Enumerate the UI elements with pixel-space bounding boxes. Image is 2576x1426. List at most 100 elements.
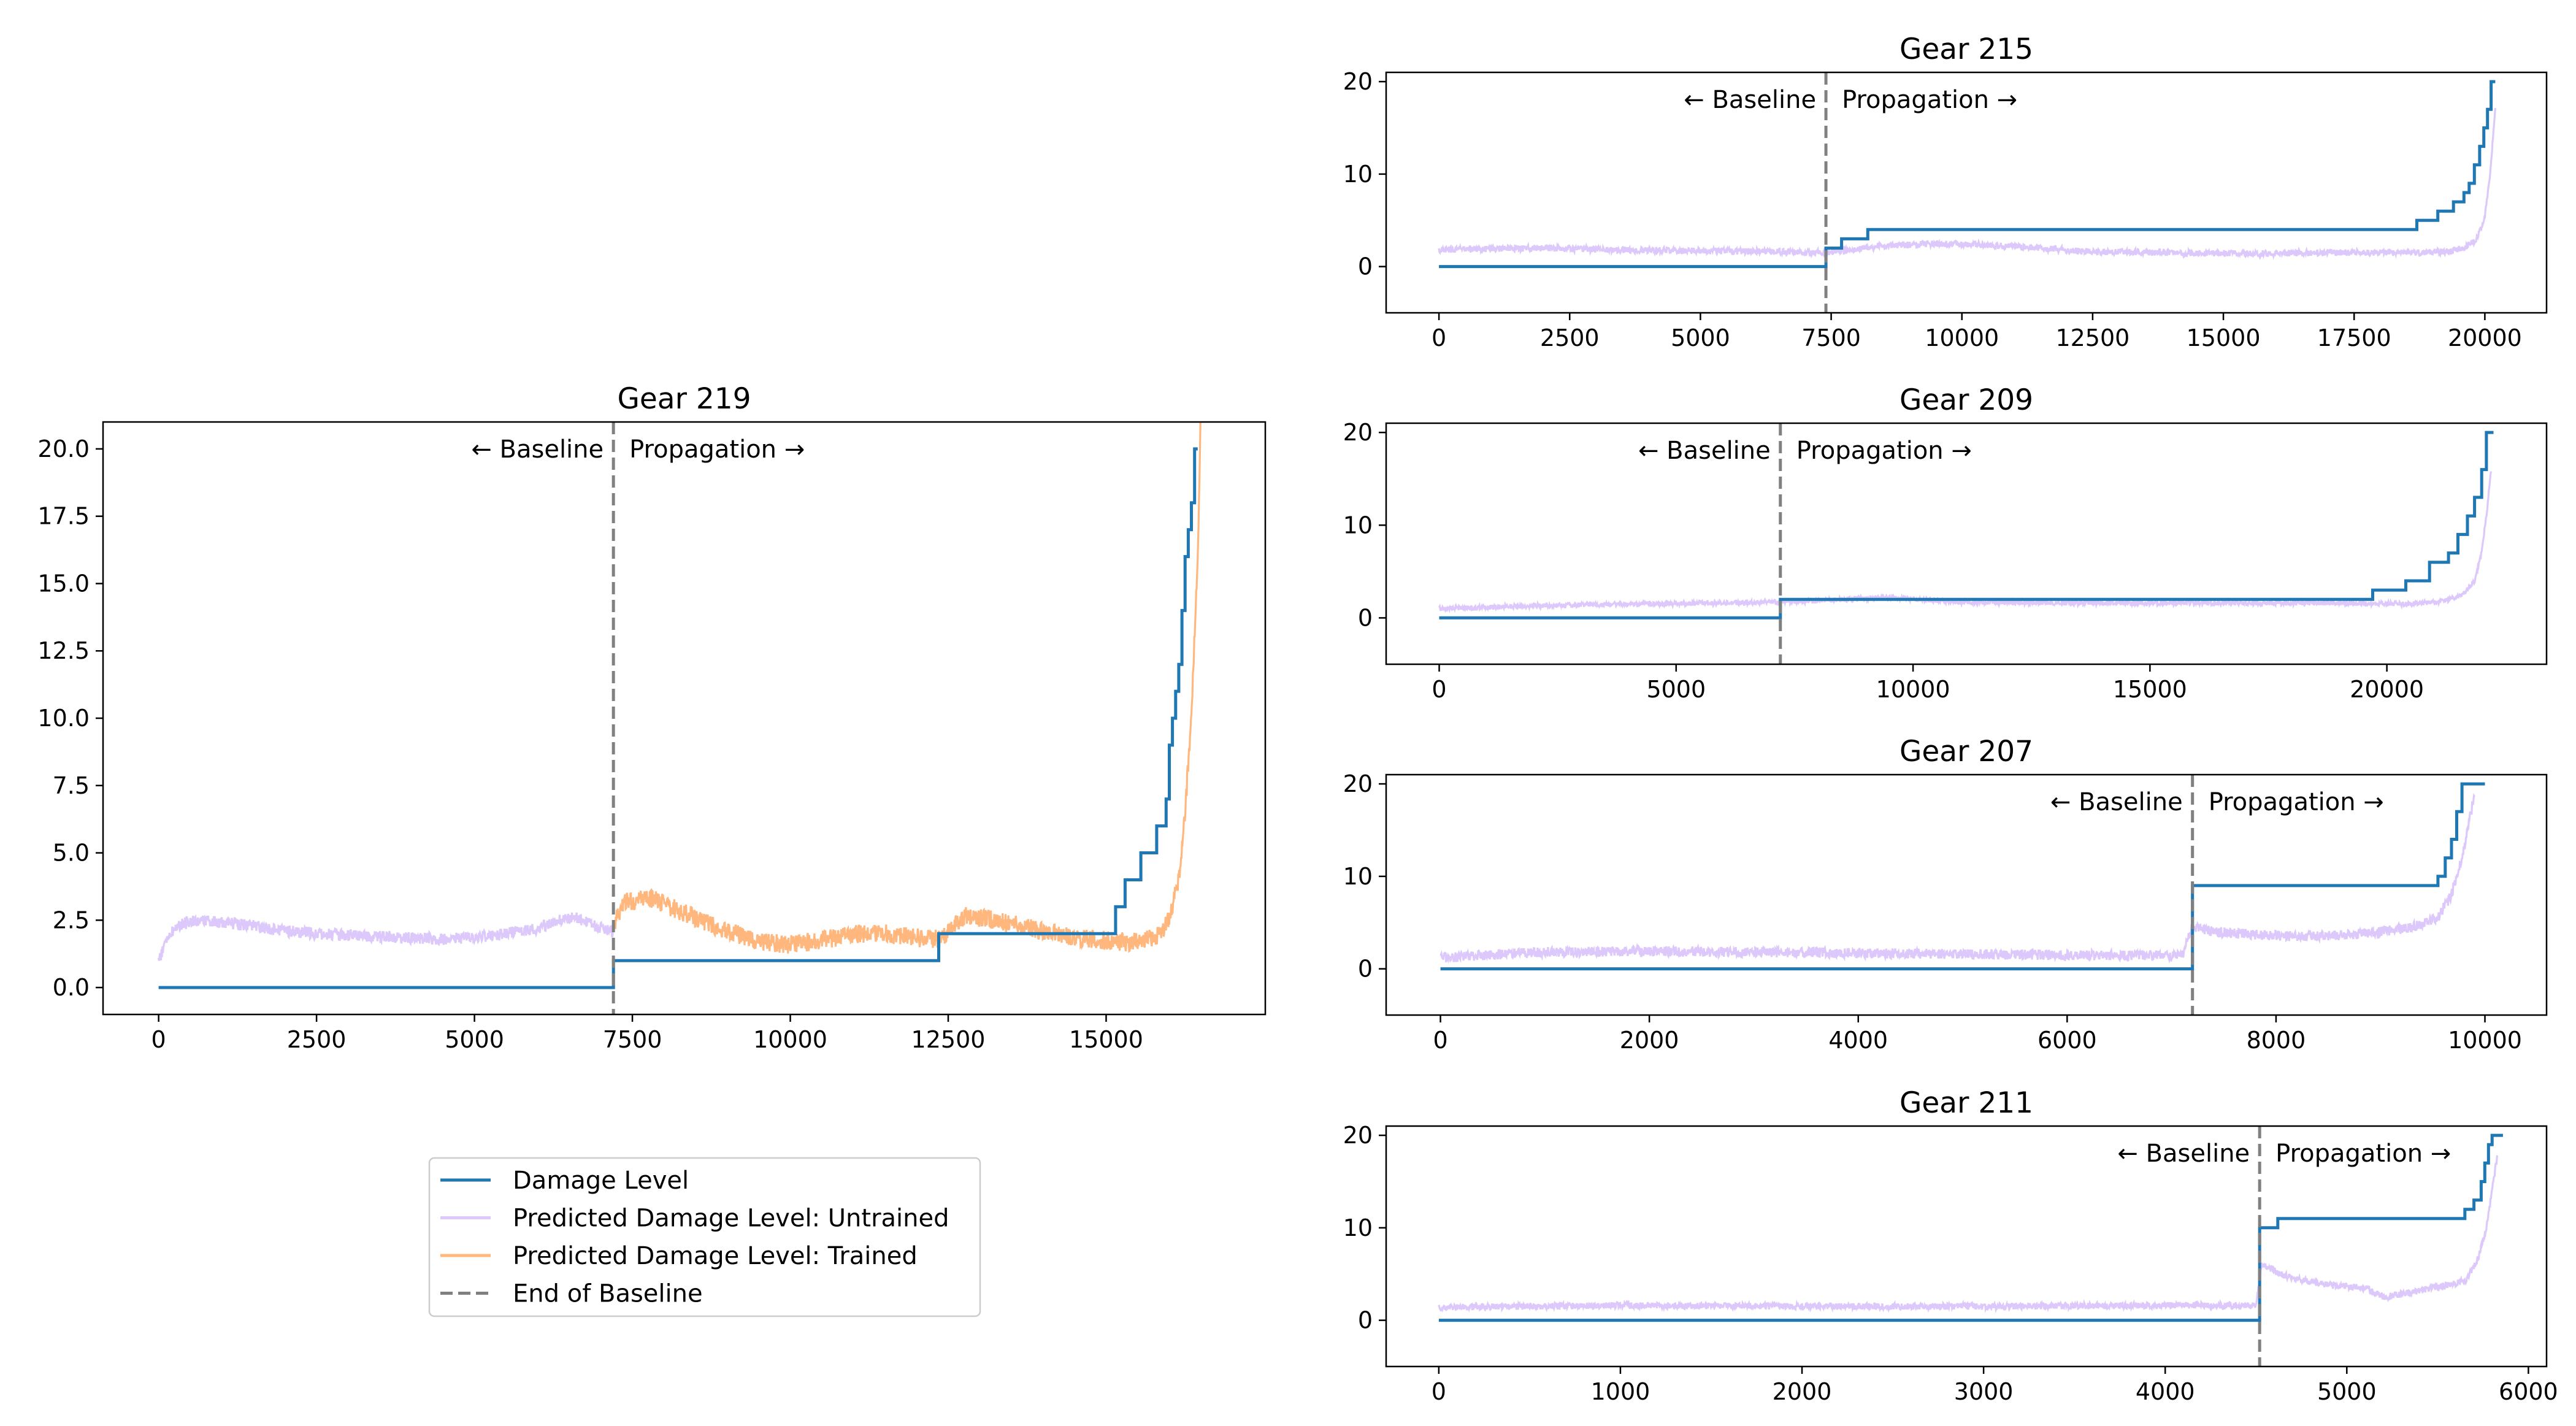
x-tick-label: 15000 (1069, 1026, 1143, 1053)
series-predicted-damage-level-untrained (1438, 107, 2496, 260)
subplots: Gear 219 ← Baseline Propagation → 0 2500 5000… (37, 33, 2558, 1405)
plot-area (1438, 72, 2496, 313)
series-damage-level (1439, 431, 2494, 619)
y-tick-label: 12.5 (37, 637, 90, 664)
series-damage-level (1440, 782, 2485, 971)
series-predicted-damage-level-untrained (1439, 793, 2475, 964)
subplot-title: Gear 215 (1899, 33, 2033, 66)
x-tick-label: 4000 (2136, 1378, 2195, 1405)
x-tick-label: 15000 (2187, 324, 2261, 351)
propagation-annotation: Propagation → (1842, 86, 2017, 114)
y-tick-label: 0 (1358, 1307, 1373, 1334)
legend: Damage Level Predicted Damage Level: Untr… (428, 1157, 981, 1317)
y-tick-label: 20 (1343, 68, 1373, 95)
x-tick-label: 10000 (2448, 1027, 2522, 1054)
y-tick-label: 0 (1358, 604, 1373, 631)
propagation-annotation: Propagation → (2275, 1140, 2451, 1168)
y-tick-label: 20 (1343, 419, 1373, 446)
propagation-annotation: Propagation → (2209, 788, 2384, 816)
x-tick-label: 7500 (1801, 324, 1861, 351)
series-predicted-damage-level-trained (612, 422, 1202, 954)
series-damage-level (1439, 80, 2496, 269)
x-tick-label: 10000 (753, 1026, 827, 1053)
y-tick-label: 7.5 (53, 772, 90, 799)
plot-area (1439, 775, 2485, 1015)
series-damage-level (1438, 1133, 2503, 1322)
x-tick-label: 3000 (1954, 1378, 2014, 1405)
legend-label: End of Baseline (513, 1280, 703, 1308)
x-tick-label: 5000 (1671, 324, 1730, 351)
legend-label: Predicted Damage Level: Untrained (513, 1205, 949, 1233)
x-tick-label: 2000 (1620, 1027, 1679, 1054)
y-tick-label: 2.5 (53, 907, 90, 933)
y-tick-label: 10 (1343, 1214, 1373, 1241)
plot-area (158, 422, 1202, 1014)
y-tick-label: 0 (1358, 956, 1373, 983)
x-tick-label: 20000 (2448, 324, 2522, 351)
x-tick-label: 2500 (1540, 324, 1600, 351)
x-tick-label: 5000 (1646, 676, 1706, 703)
y-tick-label: 5.0 (53, 840, 90, 867)
plot-area (1438, 423, 2494, 664)
x-tick-label: 0 (1433, 1027, 1447, 1054)
x-tick-label: 10000 (1876, 676, 1950, 703)
legend-label: Predicted Damage Level: Trained (513, 1242, 918, 1270)
x-tick-label: 20000 (2350, 676, 2424, 703)
x-tick-label: 2500 (287, 1026, 347, 1053)
y-tick-label: 20.0 (37, 435, 90, 462)
subplot-title: Gear 207 (1899, 735, 2033, 769)
baseline-annotation: ← Baseline (1638, 437, 1771, 465)
baseline-annotation: ← Baseline (2050, 788, 2183, 816)
y-tick-label: 10 (1343, 161, 1373, 188)
subplot-3: Gear 209 ← Baseline Propagation → 0 5000 1000… (1343, 383, 2548, 703)
series-predicted-damage-level-untrained (1438, 1154, 2499, 1314)
x-tick-label: 0 (151, 1026, 166, 1053)
legend-box (428, 1157, 981, 1317)
y-tick-label: 10 (1343, 512, 1373, 539)
baseline-annotation: ← Baseline (471, 435, 604, 464)
baseline-annotation: ← Baseline (2117, 1140, 2250, 1168)
x-tick-label: 1000 (1591, 1378, 1650, 1405)
x-tick-label: 0 (1432, 676, 1446, 703)
x-tick-label: 10000 (1925, 324, 1999, 351)
x-tick-label: 8000 (2247, 1027, 2306, 1054)
y-tick-label: 17.5 (37, 503, 90, 530)
subplot-title: Gear 209 (1899, 383, 2033, 417)
axes-frame (1385, 71, 2548, 314)
x-tick-label: 0 (1432, 324, 1446, 351)
x-tick-label: 15000 (2113, 676, 2187, 703)
baseline-annotation: ← Baseline (1684, 86, 1816, 114)
x-tick-label: 12500 (2055, 324, 2129, 351)
x-tick-label: 5000 (2317, 1378, 2377, 1405)
y-tick-label: 20 (1343, 770, 1373, 797)
series-predicted-damage-level-untrained (158, 912, 615, 961)
series-damage-level (158, 447, 1198, 989)
x-tick-label: 2000 (1773, 1378, 1832, 1405)
axes-frame (1385, 422, 2548, 665)
x-tick-label: 4000 (1828, 1027, 1888, 1054)
legend-label: Damage Level (513, 1167, 689, 1195)
y-tick-label: 10 (1343, 863, 1373, 890)
axes-frame (1385, 1125, 2548, 1368)
subplot-1: Gear 219 ← Baseline Propagation → 0 2500 5000… (37, 382, 1267, 1053)
y-tick-label: 10.0 (37, 705, 90, 732)
x-tick-label: 7500 (603, 1026, 662, 1053)
y-tick-label: 15.0 (37, 570, 90, 597)
y-tick-label: 0 (1358, 253, 1373, 280)
x-tick-label: 6000 (2499, 1378, 2558, 1405)
subplot-title: Gear 211 (1899, 1086, 2033, 1120)
x-tick-label: 17500 (2317, 324, 2391, 351)
propagation-annotation: Propagation → (629, 435, 805, 464)
x-tick-label: 0 (1432, 1378, 1446, 1405)
axes-frame (1385, 773, 2548, 1016)
y-tick-label: 20 (1343, 1122, 1373, 1149)
subplot-5: Gear 211 ← Baseline Propagation → 0 1000 2000… (1343, 1086, 2558, 1405)
subplot-4: Gear 207 ← Baseline Propagation → 0 2000 4000… (1343, 735, 2548, 1054)
plot-area (1438, 1126, 2503, 1367)
propagation-annotation: Propagation → (1796, 437, 1972, 465)
y-tick-label: 0.0 (53, 974, 90, 1001)
x-tick-label: 6000 (2037, 1027, 2097, 1054)
subplot-title: Gear 219 (617, 382, 751, 416)
